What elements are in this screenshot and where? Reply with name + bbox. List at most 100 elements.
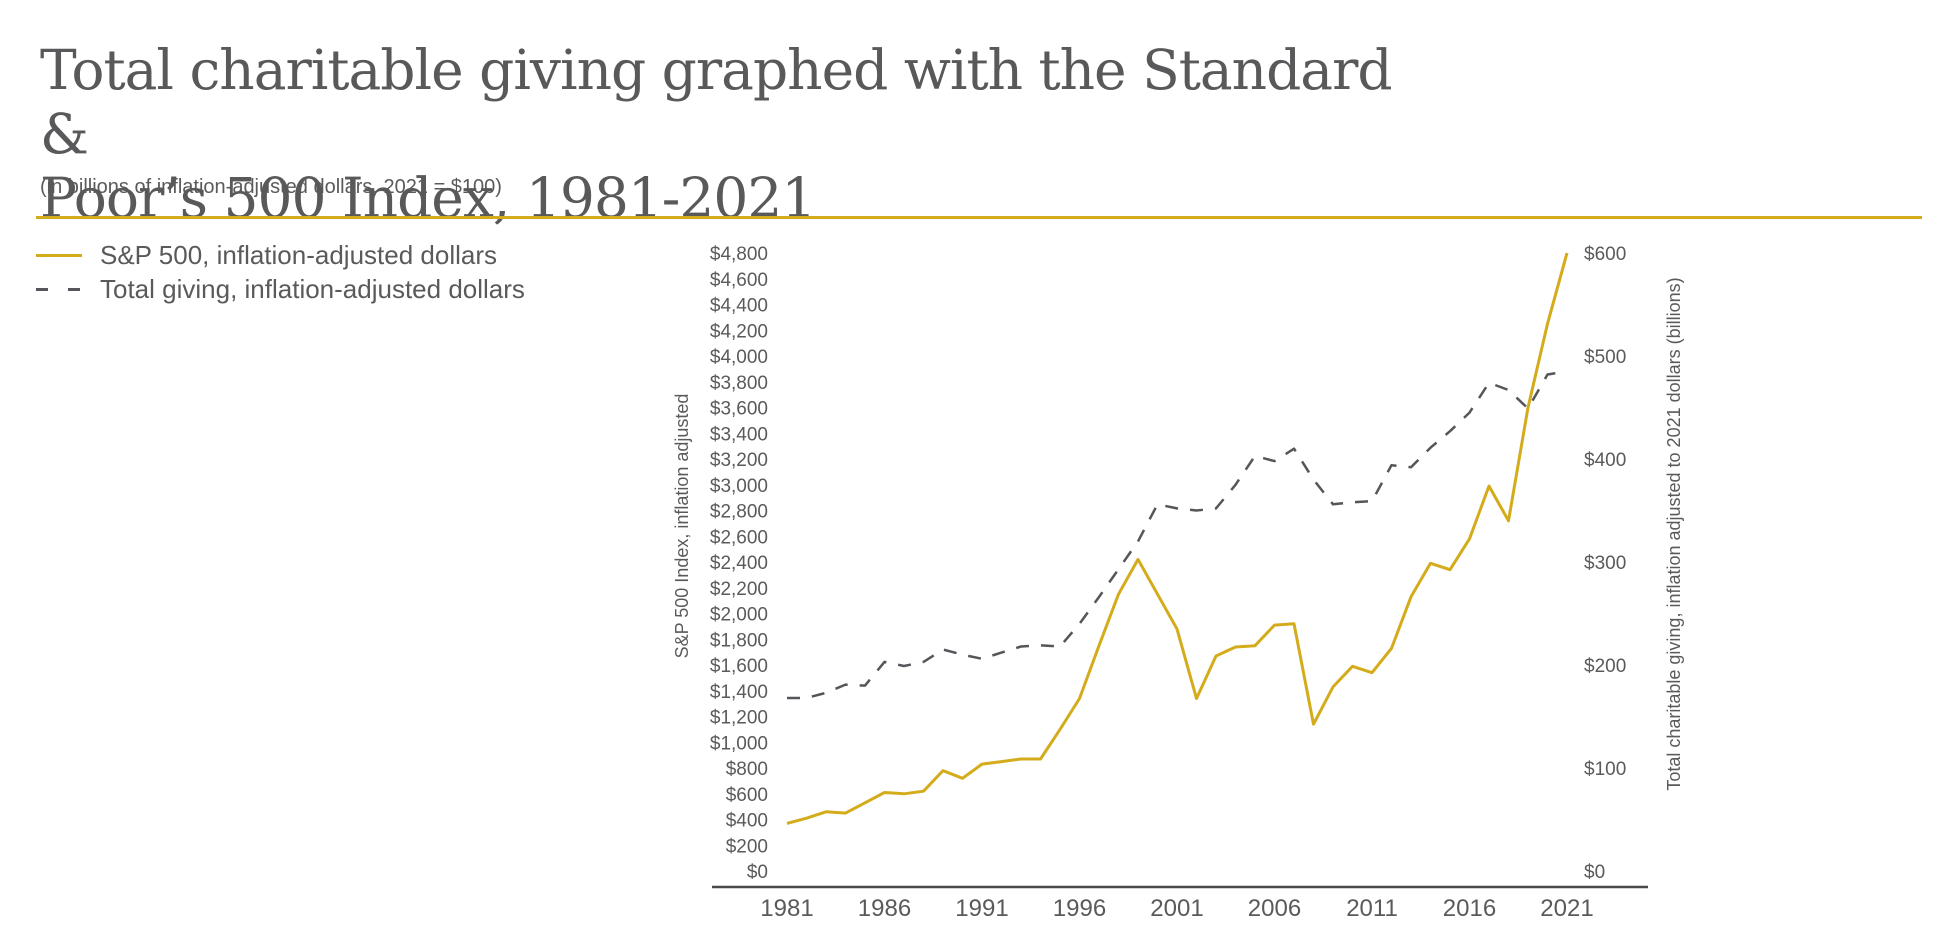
sp500-point-1990 <box>961 776 965 780</box>
y-right-tick-label: $400 <box>1584 450 1626 471</box>
sp500-point-2010 <box>1351 664 1355 668</box>
giving-point-1995 <box>1058 645 1062 649</box>
y-right-tick-label: $300 <box>1584 553 1626 574</box>
sp500-point-1998 <box>1117 592 1121 596</box>
giving-point-2007 <box>1292 447 1296 451</box>
sp500-point-2009 <box>1331 685 1335 689</box>
giving-point-1987 <box>902 664 906 668</box>
giving-point-1990 <box>961 653 965 657</box>
y-left-tick-label: $2,600 <box>710 527 768 548</box>
y-right-tick-label: $500 <box>1584 347 1626 368</box>
y-left-tick-label: $1,400 <box>710 682 768 703</box>
chart-title-line-2: Poor’s 500 Index, 1981-2021 <box>40 166 816 230</box>
sp500-point-2006 <box>1273 623 1277 627</box>
sp500-point-1982 <box>805 816 809 820</box>
giving-point-2004 <box>1234 483 1238 487</box>
giving-point-2000 <box>1156 502 1160 506</box>
y-left-tick-label: $1,800 <box>710 630 768 651</box>
y-left-tick-label: $4,600 <box>710 270 768 291</box>
giving-point-1983 <box>824 691 828 695</box>
sp500-point-1992 <box>1000 760 1004 764</box>
y-left-tick-label: $0 <box>747 862 768 883</box>
sp500-point-2017 <box>1487 484 1491 488</box>
sp500-point-1983 <box>824 810 828 814</box>
y-left-tick-label: $3,200 <box>710 450 768 471</box>
y-axis-title-right: Total charitable giving, inflation adjus… <box>1664 277 1684 790</box>
giving-point-2005 <box>1253 454 1257 458</box>
y-left-tick-label: $2,400 <box>710 553 768 574</box>
sp500-point-2012 <box>1390 646 1394 650</box>
legend-swatch-dashed-line <box>36 288 82 291</box>
giving-point-1989 <box>941 648 945 652</box>
y-right-tick-label: $100 <box>1584 759 1626 780</box>
y-left-tick-label: $200 <box>726 836 768 857</box>
y-left-tick-label: $1,600 <box>710 656 768 677</box>
y-left-tick-label: $4,200 <box>710 321 768 342</box>
giving-point-2019 <box>1526 407 1530 411</box>
sp500-point-2008 <box>1312 722 1316 726</box>
sp500-point-2000 <box>1156 592 1160 596</box>
series-line-sp500 <box>786 252 1569 825</box>
y-left-tick-label: $3,000 <box>710 476 768 497</box>
sp500-point-2021 <box>1565 251 1569 255</box>
giving-point-2010 <box>1351 500 1355 504</box>
giving-point-2016 <box>1468 411 1472 415</box>
sp500-point-1981 <box>785 821 789 825</box>
giving-point-1993 <box>1019 645 1023 649</box>
chart-subtitle: (in billions of inflation-adjusted dolla… <box>40 176 502 198</box>
y-left-tick-label: $4,800 <box>710 244 768 265</box>
x-tick-label-2001: 2001 <box>1150 895 1203 922</box>
legend-label-giving: Total giving, inflation-adjusted dollars <box>100 274 525 304</box>
giving-point-2003 <box>1214 506 1218 510</box>
sp500-point-1989 <box>941 769 945 773</box>
y-left-tick-label: $2,200 <box>710 579 768 600</box>
giving-point-1986 <box>883 660 887 664</box>
giving-point-2012 <box>1390 463 1394 467</box>
chart-title-line-1: Total charitable giving graphed with the… <box>40 38 1393 166</box>
giving-point-2011 <box>1370 499 1374 503</box>
sp500-point-2005 <box>1253 644 1257 648</box>
sp500-point-1999 <box>1136 557 1140 561</box>
giving-point-2018 <box>1507 388 1511 392</box>
sp500-point-2011 <box>1370 671 1374 675</box>
sp500-point-1985 <box>863 801 867 805</box>
giving-point-2013 <box>1409 465 1413 469</box>
sp500-point-2013 <box>1409 595 1413 599</box>
legend-label-sp500: S&P 500, inflation-adjusted dollars <box>100 240 497 270</box>
giving-point-1998 <box>1117 567 1121 571</box>
sp500-point-2007 <box>1292 622 1296 626</box>
sp500-point-1988 <box>922 789 926 793</box>
y-left-tick-label: $2,000 <box>710 605 768 626</box>
x-tick-label-1986: 1986 <box>858 895 911 922</box>
giving-point-1985 <box>863 684 867 688</box>
giving-point-2008 <box>1312 478 1316 482</box>
y-left-tick-label: $2,800 <box>710 502 768 523</box>
sp500-point-2003 <box>1214 654 1218 658</box>
sp500-point-2014 <box>1429 561 1433 565</box>
sp500-point-2018 <box>1507 519 1511 523</box>
y-left-tick-label: $3,600 <box>710 399 768 420</box>
x-tick-label-1991: 1991 <box>955 895 1008 922</box>
chart-title: Total charitable giving graphed with the… <box>40 38 1440 230</box>
sp500-point-2015 <box>1448 568 1452 572</box>
sp500-point-1994 <box>1039 757 1043 761</box>
giving-point-1997 <box>1097 595 1101 599</box>
giving-point-1981 <box>785 696 789 700</box>
sp500-point-2001 <box>1175 627 1179 631</box>
y-left-tick-label: $1,000 <box>710 733 768 754</box>
giving-point-2001 <box>1175 506 1179 510</box>
x-tick-label-1981: 1981 <box>760 895 813 922</box>
sp500-point-1993 <box>1019 757 1023 761</box>
y-left-tick-label: $3,800 <box>710 373 768 394</box>
sp500-point-1987 <box>902 792 906 796</box>
sp500-point-1997 <box>1097 644 1101 648</box>
y-right-tick-label: $0 <box>1584 862 1605 883</box>
sp500-point-1996 <box>1078 697 1082 701</box>
sp500-point-1984 <box>844 811 848 815</box>
sp500-point-2002 <box>1195 697 1199 701</box>
giving-point-2002 <box>1195 509 1199 513</box>
series-line-total-giving <box>787 370 1568 700</box>
giving-point-2009 <box>1331 502 1335 506</box>
y-left-tick-label: $600 <box>726 785 768 806</box>
